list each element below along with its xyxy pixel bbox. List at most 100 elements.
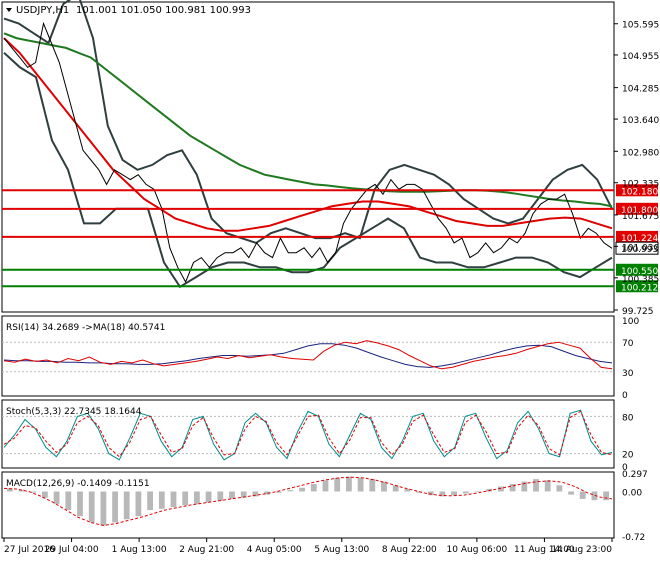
macd-bar	[88, 491, 95, 523]
macd-bar	[217, 491, 224, 501]
macd-bar	[404, 489, 411, 492]
stoch-k-line	[3, 409, 613, 461]
stoch-y-tick-1: 20	[622, 451, 634, 461]
x-tick-label-2: 1 Aug 13:00	[112, 545, 167, 555]
x-tick-label-8: 11 Aug 14:00	[514, 545, 575, 555]
macd-bar	[158, 491, 165, 509]
level-label-bg-3	[616, 263, 658, 276]
macd-bar	[264, 491, 270, 495]
macd-bar	[556, 485, 563, 492]
macd-bar	[147, 491, 153, 511]
rsi-y-tick-3: 0	[622, 391, 628, 401]
macd-bar	[252, 491, 259, 497]
macd-bar	[287, 490, 294, 492]
ma-green-line	[3, 32, 613, 208]
x-tick-label-3: 2 Aug 21:00	[179, 545, 234, 555]
macd-bar	[474, 491, 481, 492]
bollinger-upper-line	[3, 0, 613, 244]
macd-bar	[591, 491, 598, 501]
stoch-label: Stoch(5,3,3) 22.7345 18.1644	[6, 407, 142, 417]
rsi-y-tick-2: 30	[622, 369, 634, 379]
x-tick-label-5: 5 Aug 13:00	[314, 545, 369, 555]
level-label-bg-4	[616, 280, 658, 293]
level-label-bg-2	[616, 230, 658, 243]
macd-bar	[170, 491, 177, 507]
macd-bar	[533, 479, 539, 492]
macd-bar	[603, 491, 609, 501]
stoch-y-tick-0: 80	[622, 413, 634, 423]
macd-bar	[123, 491, 130, 520]
stoch-y-tick-2: 0	[622, 463, 628, 473]
main-y-tick-5: 102.335	[622, 180, 659, 190]
main-y-tick-4: 102.980	[622, 148, 659, 158]
macd-bar	[310, 484, 317, 492]
level-label-2: 101.224	[621, 234, 658, 244]
macd-bar	[357, 477, 364, 492]
level-label-bg-1	[616, 202, 658, 215]
level-label-4: 100.212	[621, 283, 658, 293]
macd-label: MACD(12,26,9) -0.1409 -0.1151	[6, 479, 150, 489]
symbol-label: USDJPY,H1	[16, 5, 69, 16]
macd-bar	[65, 491, 72, 511]
x-tick-label-7: 10 Aug 06:00	[447, 545, 508, 555]
ma-red-line	[3, 37, 613, 232]
main-y-tick-7: 101.030	[622, 243, 659, 253]
macd-bar	[194, 491, 200, 504]
macd-bar	[77, 491, 83, 517]
stoch-d-line	[3, 410, 613, 458]
macd-bar	[299, 487, 305, 492]
macd-bar	[182, 491, 189, 506]
x-tick-label-0: 27 Jul 2016	[4, 545, 55, 555]
price-line	[3, 21, 613, 284]
macd-bar	[229, 491, 235, 499]
level-label-1: 101.800	[621, 206, 658, 216]
macd-bar	[275, 491, 282, 493]
ohlc-readout: 101.001 101.050 100.981 100.993	[76, 5, 251, 16]
macd-bar	[334, 477, 341, 492]
macd-bar	[346, 476, 352, 492]
current-price-label: 100.993	[621, 245, 658, 255]
macd-bar	[498, 486, 504, 492]
rsi-pane	[1, 315, 615, 397]
level-label-3: 100.550	[621, 267, 658, 277]
macd-bar	[568, 491, 574, 495]
macd-y-tick-1: 0.00	[622, 488, 642, 498]
rsi-y-tick-1: 70	[622, 339, 634, 349]
main-y-tick-1: 104.955	[622, 52, 659, 62]
macd-bar	[6, 488, 13, 492]
main-y-tick-6: 101.675	[622, 212, 659, 222]
x-tick-label-4: 4 Aug 05:00	[247, 545, 302, 555]
macd-bar	[427, 491, 434, 496]
current-price-box	[615, 241, 659, 255]
rsi-y-tick-0: 100	[622, 317, 639, 327]
x-tick-label-6: 8 Aug 22:00	[382, 545, 437, 555]
macd-bar	[451, 491, 457, 496]
x-tick-label-9: 14 Aug 23:00	[551, 545, 612, 555]
macd-bar	[30, 491, 37, 493]
main-y-tick-3: 103.640	[622, 116, 659, 126]
level-label-bg-0	[616, 184, 658, 197]
macd-bar	[369, 479, 376, 492]
rsi-line	[3, 340, 613, 370]
level-label-0: 102.180	[621, 187, 658, 197]
main-y-tick-9: 99.725	[622, 307, 654, 317]
macd-bar	[42, 491, 48, 498]
rsi-label: RSI(14) 34.2689 ->MA(18) 40.5741	[6, 323, 165, 333]
macd-bar	[322, 480, 329, 492]
bollinger-lower-line	[3, 52, 613, 289]
macd-bar	[135, 491, 142, 517]
macd-bar	[462, 491, 469, 494]
macd-bar	[100, 491, 107, 526]
macd-bar	[240, 491, 247, 498]
dropdown-triangle-icon[interactable]	[6, 8, 12, 12]
main-y-tick-2: 104.285	[622, 85, 659, 95]
macd-bar	[205, 491, 212, 503]
macd-bar	[521, 481, 528, 492]
macd-signal-line	[3, 476, 613, 527]
main-y-tick-8: 100.385	[622, 275, 659, 285]
macd-bar	[509, 484, 516, 492]
macd-bar	[579, 491, 586, 499]
macd-bar	[439, 491, 446, 497]
